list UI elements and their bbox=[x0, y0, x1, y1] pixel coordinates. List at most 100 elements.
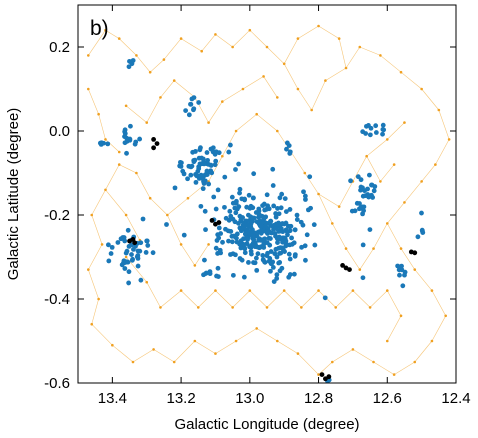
network-node bbox=[104, 28, 107, 32]
network-node bbox=[255, 112, 258, 116]
network-node bbox=[172, 79, 176, 82]
cluster-point bbox=[237, 241, 243, 247]
cluster-point bbox=[192, 157, 198, 163]
cluster-point bbox=[115, 240, 121, 245]
cluster-point bbox=[202, 178, 208, 184]
network-node bbox=[392, 163, 396, 166]
network-edge bbox=[149, 197, 168, 216]
cluster-point bbox=[183, 108, 189, 114]
cluster-point bbox=[203, 270, 209, 276]
cluster-point bbox=[241, 274, 247, 280]
network-node bbox=[186, 196, 190, 200]
cluster-point bbox=[301, 189, 306, 195]
network-edge bbox=[332, 223, 347, 249]
cluster-point bbox=[172, 185, 178, 191]
cluster-point bbox=[130, 256, 136, 262]
network-node bbox=[413, 268, 417, 271]
cluster-point bbox=[226, 149, 232, 155]
network-node bbox=[124, 104, 128, 108]
cluster-point bbox=[230, 272, 236, 278]
network-node bbox=[420, 87, 423, 91]
x-tick-label: 13.4 bbox=[98, 390, 127, 407]
network-node bbox=[145, 280, 149, 284]
cluster-point bbox=[273, 214, 279, 220]
cluster-point bbox=[274, 254, 280, 260]
cluster-point bbox=[188, 172, 194, 178]
cluster-point bbox=[121, 260, 126, 266]
network-node bbox=[385, 138, 389, 141]
network-node bbox=[372, 247, 375, 250]
network-edge bbox=[393, 361, 415, 375]
cluster-point bbox=[241, 236, 246, 242]
network-edge bbox=[366, 156, 381, 182]
cluster-point bbox=[252, 260, 258, 266]
cluster-point bbox=[247, 205, 253, 211]
network-node bbox=[248, 289, 252, 292]
network-edge bbox=[301, 290, 319, 308]
network-edge bbox=[242, 76, 264, 90]
cluster-point bbox=[196, 100, 202, 105]
network-node bbox=[117, 150, 121, 154]
network-node bbox=[200, 49, 204, 53]
network-edge bbox=[198, 290, 216, 308]
cluster-points bbox=[97, 58, 426, 383]
y-axis: -0.6 -0.4 -0.2 0.0 0.2 bbox=[44, 39, 456, 392]
cluster-point bbox=[124, 150, 129, 156]
network-edge bbox=[91, 214, 103, 245]
cluster-point bbox=[225, 228, 231, 234]
network-edge bbox=[208, 101, 223, 123]
network-edge bbox=[249, 290, 268, 308]
cluster-point bbox=[215, 265, 221, 271]
panel-label: b) bbox=[90, 17, 109, 40]
cluster-point bbox=[380, 122, 386, 128]
network-node bbox=[214, 352, 217, 355]
network-node bbox=[231, 306, 234, 309]
network-node bbox=[104, 188, 107, 192]
network-nodes bbox=[87, 24, 451, 376]
cluster-point bbox=[270, 264, 276, 270]
highlight-point bbox=[340, 263, 345, 268]
highlight-point bbox=[326, 374, 332, 380]
cluster-point bbox=[258, 238, 264, 243]
cluster-point bbox=[268, 249, 274, 254]
network-node bbox=[420, 180, 423, 183]
cluster-point bbox=[258, 224, 264, 229]
network-edge bbox=[235, 328, 257, 342]
network-edge bbox=[256, 113, 278, 132]
network-node bbox=[337, 37, 341, 40]
y-tick-label: 0.0 bbox=[49, 123, 70, 140]
y-tick-label: -0.2 bbox=[44, 207, 70, 224]
cluster-point bbox=[395, 263, 401, 269]
network-node bbox=[358, 45, 362, 49]
cluster-point bbox=[237, 190, 242, 196]
cluster-point bbox=[198, 161, 204, 167]
cluster-point bbox=[294, 212, 300, 218]
network-edge bbox=[283, 290, 302, 308]
cluster-point bbox=[366, 194, 372, 200]
network-edge bbox=[208, 156, 223, 182]
cluster-point bbox=[308, 205, 313, 211]
network-edge bbox=[359, 46, 381, 56]
cluster-point bbox=[415, 234, 421, 240]
cluster-point bbox=[357, 201, 362, 206]
network-edge bbox=[88, 30, 106, 56]
network-node bbox=[196, 306, 200, 309]
cluster-point bbox=[215, 187, 221, 193]
network-edge bbox=[304, 172, 319, 195]
cluster-point bbox=[205, 161, 211, 167]
network-edge bbox=[174, 80, 196, 98]
cluster-point bbox=[238, 225, 244, 231]
cluster-point bbox=[179, 160, 184, 166]
cluster-point bbox=[129, 252, 134, 257]
plot-frame bbox=[77, 4, 457, 384]
network-edge bbox=[311, 80, 326, 111]
cluster-point bbox=[122, 131, 128, 136]
cluster-point bbox=[270, 183, 276, 188]
highlight-point bbox=[151, 145, 157, 151]
cluster-point bbox=[396, 267, 402, 273]
network-edge bbox=[146, 97, 161, 123]
cluster-point bbox=[370, 195, 376, 200]
highlight-point bbox=[412, 250, 418, 256]
network-edge bbox=[105, 164, 120, 190]
